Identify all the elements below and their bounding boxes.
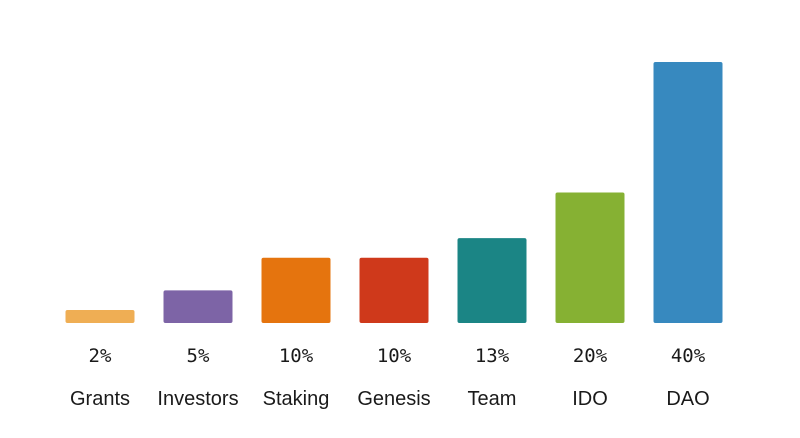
bar-dao <box>653 62 723 323</box>
value-labels-layer: 2% 5% 10% 10% 13% 20% 40% <box>89 345 706 367</box>
value-label-grants: 2% <box>89 345 112 367</box>
bar-genesis <box>359 257 429 323</box>
value-label-ido: 20% <box>573 345 608 367</box>
category-label-dao: DAO <box>666 388 709 410</box>
category-label-team: Team <box>468 388 517 410</box>
category-label-staking: Staking <box>263 388 330 410</box>
category-labels-layer: Grants Investors Staking Genesis Team IDO DAO <box>70 388 710 410</box>
category-label-investors: Investors <box>157 388 238 410</box>
value-label-dao: 40% <box>671 345 706 367</box>
bar-grants <box>65 309 135 323</box>
bar-ido <box>555 192 625 323</box>
bar-team <box>457 238 527 323</box>
category-label-ido: IDO <box>572 388 608 410</box>
value-label-team: 13% <box>475 345 510 367</box>
bar-staking <box>261 257 331 323</box>
bars-layer <box>65 62 723 323</box>
bar-investors <box>163 290 233 323</box>
value-label-staking: 10% <box>279 345 314 367</box>
category-label-genesis: Genesis <box>357 388 430 410</box>
value-label-investors: 5% <box>187 345 210 367</box>
value-label-genesis: 10% <box>377 345 412 367</box>
category-label-grants: Grants <box>70 388 130 410</box>
